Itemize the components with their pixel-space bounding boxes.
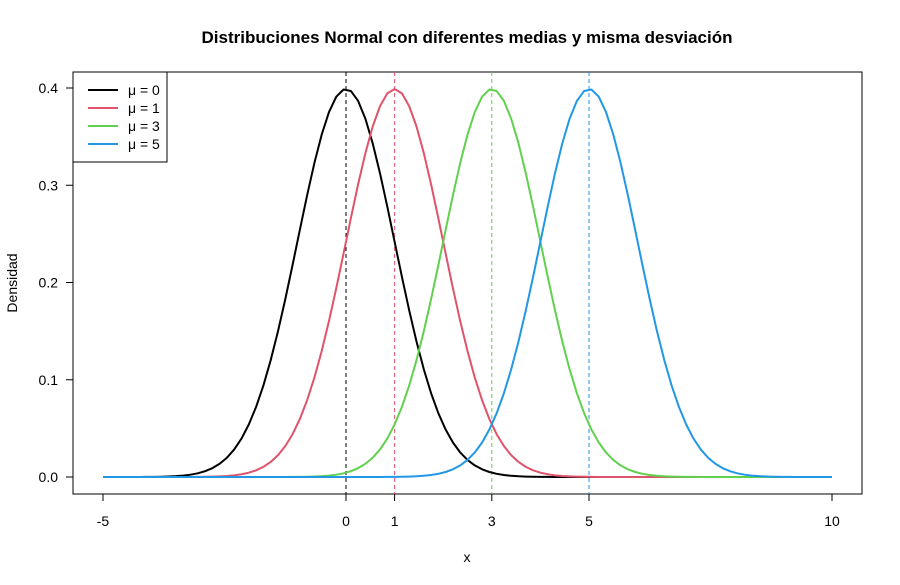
y-tick-label: 0.3 [39,177,59,193]
x-tick-label: 5 [585,513,593,529]
y-axis: 0.0 0.1 0.2 0.3 0.4 [39,80,74,485]
x-tick-label: 3 [488,513,496,529]
y-tick-label: 0.0 [39,469,59,485]
x-tick-label: 10 [824,513,840,529]
x-tick-label: 0 [342,513,350,529]
x-tick-label: 1 [391,513,399,529]
x-tick-label: -5 [97,513,110,529]
legend-entry: μ = 5 [128,136,160,152]
chart-title: Distribuciones Normal con diferentes med… [202,28,733,47]
y-tick-label: 0.4 [39,80,59,96]
density-curve-mu-3 [103,88,832,478]
legend-box [72,71,168,163]
y-axis-label: Densidad [4,253,20,312]
legend-entry: μ = 0 [128,82,160,98]
legend-entry: μ = 3 [128,118,160,134]
density-curves [103,88,832,478]
y-tick-label: 0.1 [39,372,59,388]
x-axis-label: x [464,549,471,565]
density-curve-mu-1 [103,88,832,478]
x-axis: -5 0 1 3 5 10 [97,493,840,529]
y-tick-label: 0.2 [39,275,59,291]
legend: μ = 0 μ = 1 μ = 3 μ = 5 [72,71,168,163]
legend-entry: μ = 1 [128,100,160,116]
density-curve-mu-0 [103,88,832,478]
density-curve-mu-5 [103,88,832,478]
